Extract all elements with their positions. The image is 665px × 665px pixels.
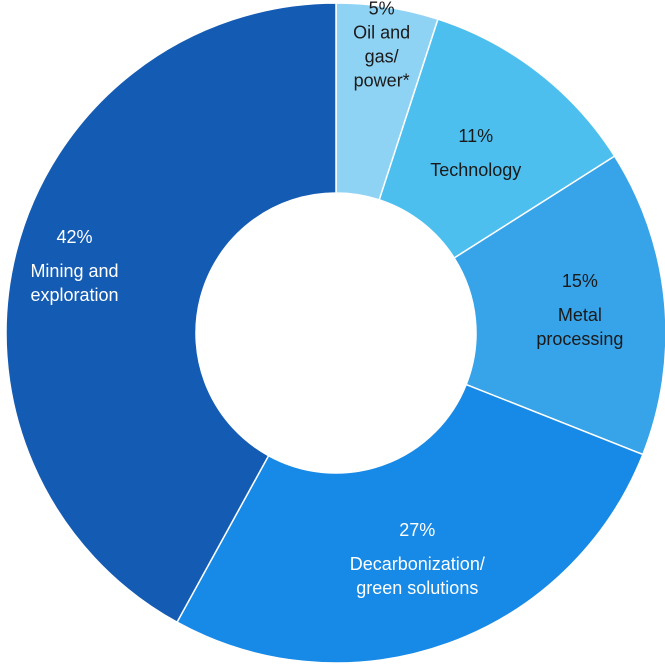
slice-4-percent: 27%	[399, 520, 435, 540]
slice-5	[5, 2, 337, 624]
slice-1-label-line: gas/	[365, 47, 399, 67]
slice-5-label-line: exploration	[30, 285, 118, 305]
slice-5-percent: 42%	[56, 227, 92, 247]
slice-3-label-line: Metal	[558, 305, 602, 325]
slice-1-percent: 5%	[369, 0, 395, 19]
slice-3-label-line: processing	[536, 329, 623, 349]
slice-2-label-line: Technology	[430, 160, 521, 180]
slice-1-label-line: Oil and	[353, 23, 410, 43]
slice-1-label-line: power*	[354, 71, 410, 91]
slice-labels: 5% Oil and gas/power* 11% Technology 15% Metal…	[30, 0, 623, 598]
slice-5-label-line: Mining and	[30, 261, 118, 281]
donut-hole	[196, 193, 476, 473]
slice-3-percent: 15%	[562, 271, 598, 291]
donut-slices	[5, 2, 665, 664]
slice-4-label-line: green solutions	[356, 578, 478, 598]
slice-2-percent: 11%	[458, 126, 493, 146]
slice-4-label-line: Decarbonization/	[350, 554, 485, 574]
